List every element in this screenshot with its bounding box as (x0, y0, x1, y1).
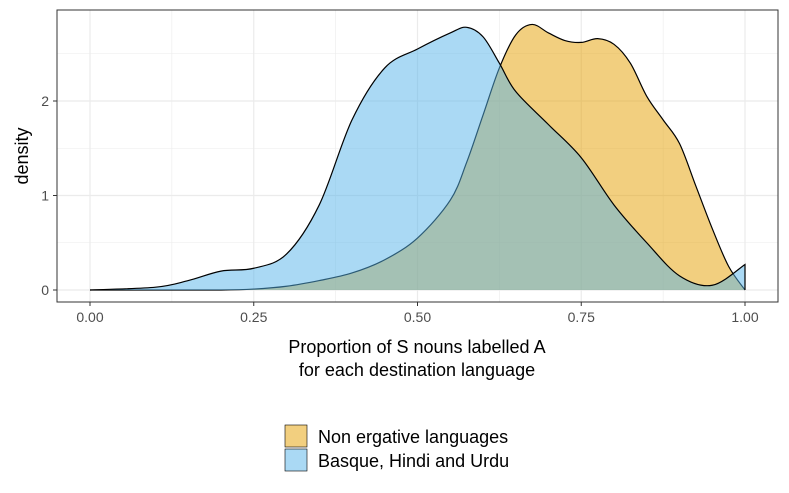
y-axis-title: density (12, 127, 32, 184)
density-area-basque-hindi-urdu-outline (89, 26, 746, 291)
x-tick-label: 0.00 (76, 309, 103, 325)
legend-label-non-ergative: Non ergative languages (318, 427, 508, 447)
legend-key-basque-hindi-urdu (284, 448, 308, 472)
density-areas (89, 23, 746, 291)
y-tick-label: 0 (41, 282, 49, 298)
legend: Non ergative languages Basque, Hindi and… (284, 424, 509, 472)
y-tick-label: 2 (41, 93, 49, 109)
x-tick-label: 0.50 (404, 309, 431, 325)
y-tick-label: 1 (41, 188, 49, 204)
legend-key-non-ergative (284, 424, 308, 448)
x-axis: 0.00 0.25 0.50 0.75 1.00 (76, 302, 759, 325)
y-axis: 0 1 2 (41, 93, 57, 298)
x-tick-label: 1.00 (731, 309, 758, 325)
x-axis-title-line-2: for each destination language (299, 360, 535, 380)
legend-label-basque-hindi-urdu: Basque, Hindi and Urdu (318, 451, 509, 471)
x-tick-label: 0.75 (568, 309, 595, 325)
x-axis-title-line-1: Proportion of S nouns labelled A (288, 337, 545, 357)
density-area-basque-hindi-urdu-fill (90, 27, 745, 291)
x-tick-label: 0.25 (240, 309, 267, 325)
